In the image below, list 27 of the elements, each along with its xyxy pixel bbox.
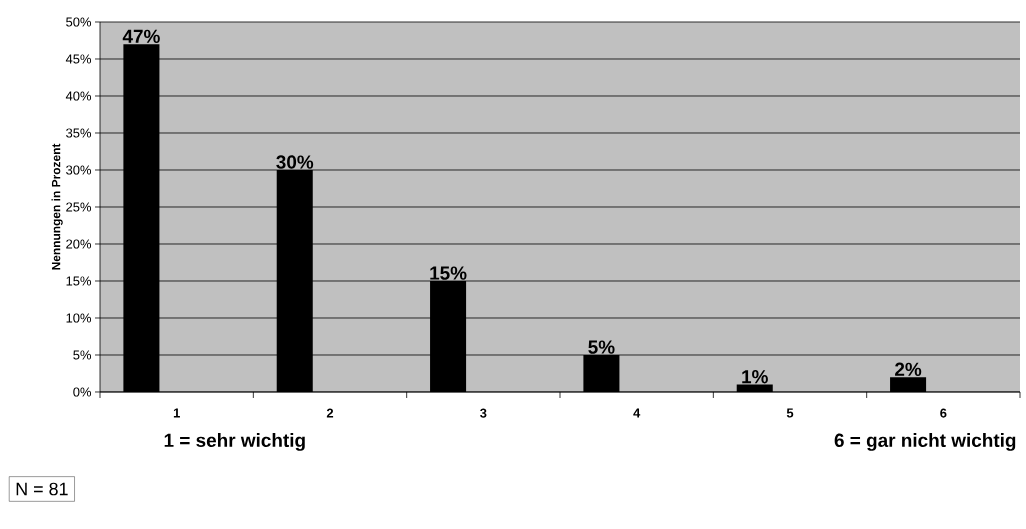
x-tick-label: 4 <box>633 408 641 418</box>
text: N = 81 <box>16 482 68 496</box>
y-tick-label: 0% <box>73 387 92 397</box>
y-tick-label: 35% <box>66 128 92 138</box>
y-tick-label: 30% <box>66 165 92 175</box>
y-tick-label: 40% <box>65 91 92 101</box>
data-label: 1% <box>742 370 768 384</box>
y-tick-label: 5% <box>73 350 92 360</box>
y-tick-label: 25% <box>66 202 92 212</box>
data-label: 30% <box>276 155 314 169</box>
x-tick-label: 2 <box>326 408 334 418</box>
data-label: 47% <box>122 29 160 43</box>
y-tick-label: 45% <box>65 54 92 64</box>
x-tick-label: 6 <box>940 408 947 418</box>
text: 6 = gar nicht wichtig <box>834 433 1016 451</box>
y-tick-label: 10% <box>66 313 92 323</box>
y-tick-label: 15% <box>66 276 92 286</box>
x-tick-label: 3 <box>480 408 487 418</box>
x-tick-label: 5 <box>786 408 794 418</box>
y-tick-label: 20% <box>66 239 92 249</box>
y-axis-title: Nennungen in Prozent <box>51 143 63 270</box>
data-label: 2% <box>895 362 922 376</box>
x-tick-label: 1 <box>173 408 180 418</box>
data-label: 5% <box>588 340 615 354</box>
y-tick-label: 50% <box>66 17 92 27</box>
data-label: 15% <box>430 266 467 280</box>
text: 1 = sehr wichtig <box>164 433 305 451</box>
